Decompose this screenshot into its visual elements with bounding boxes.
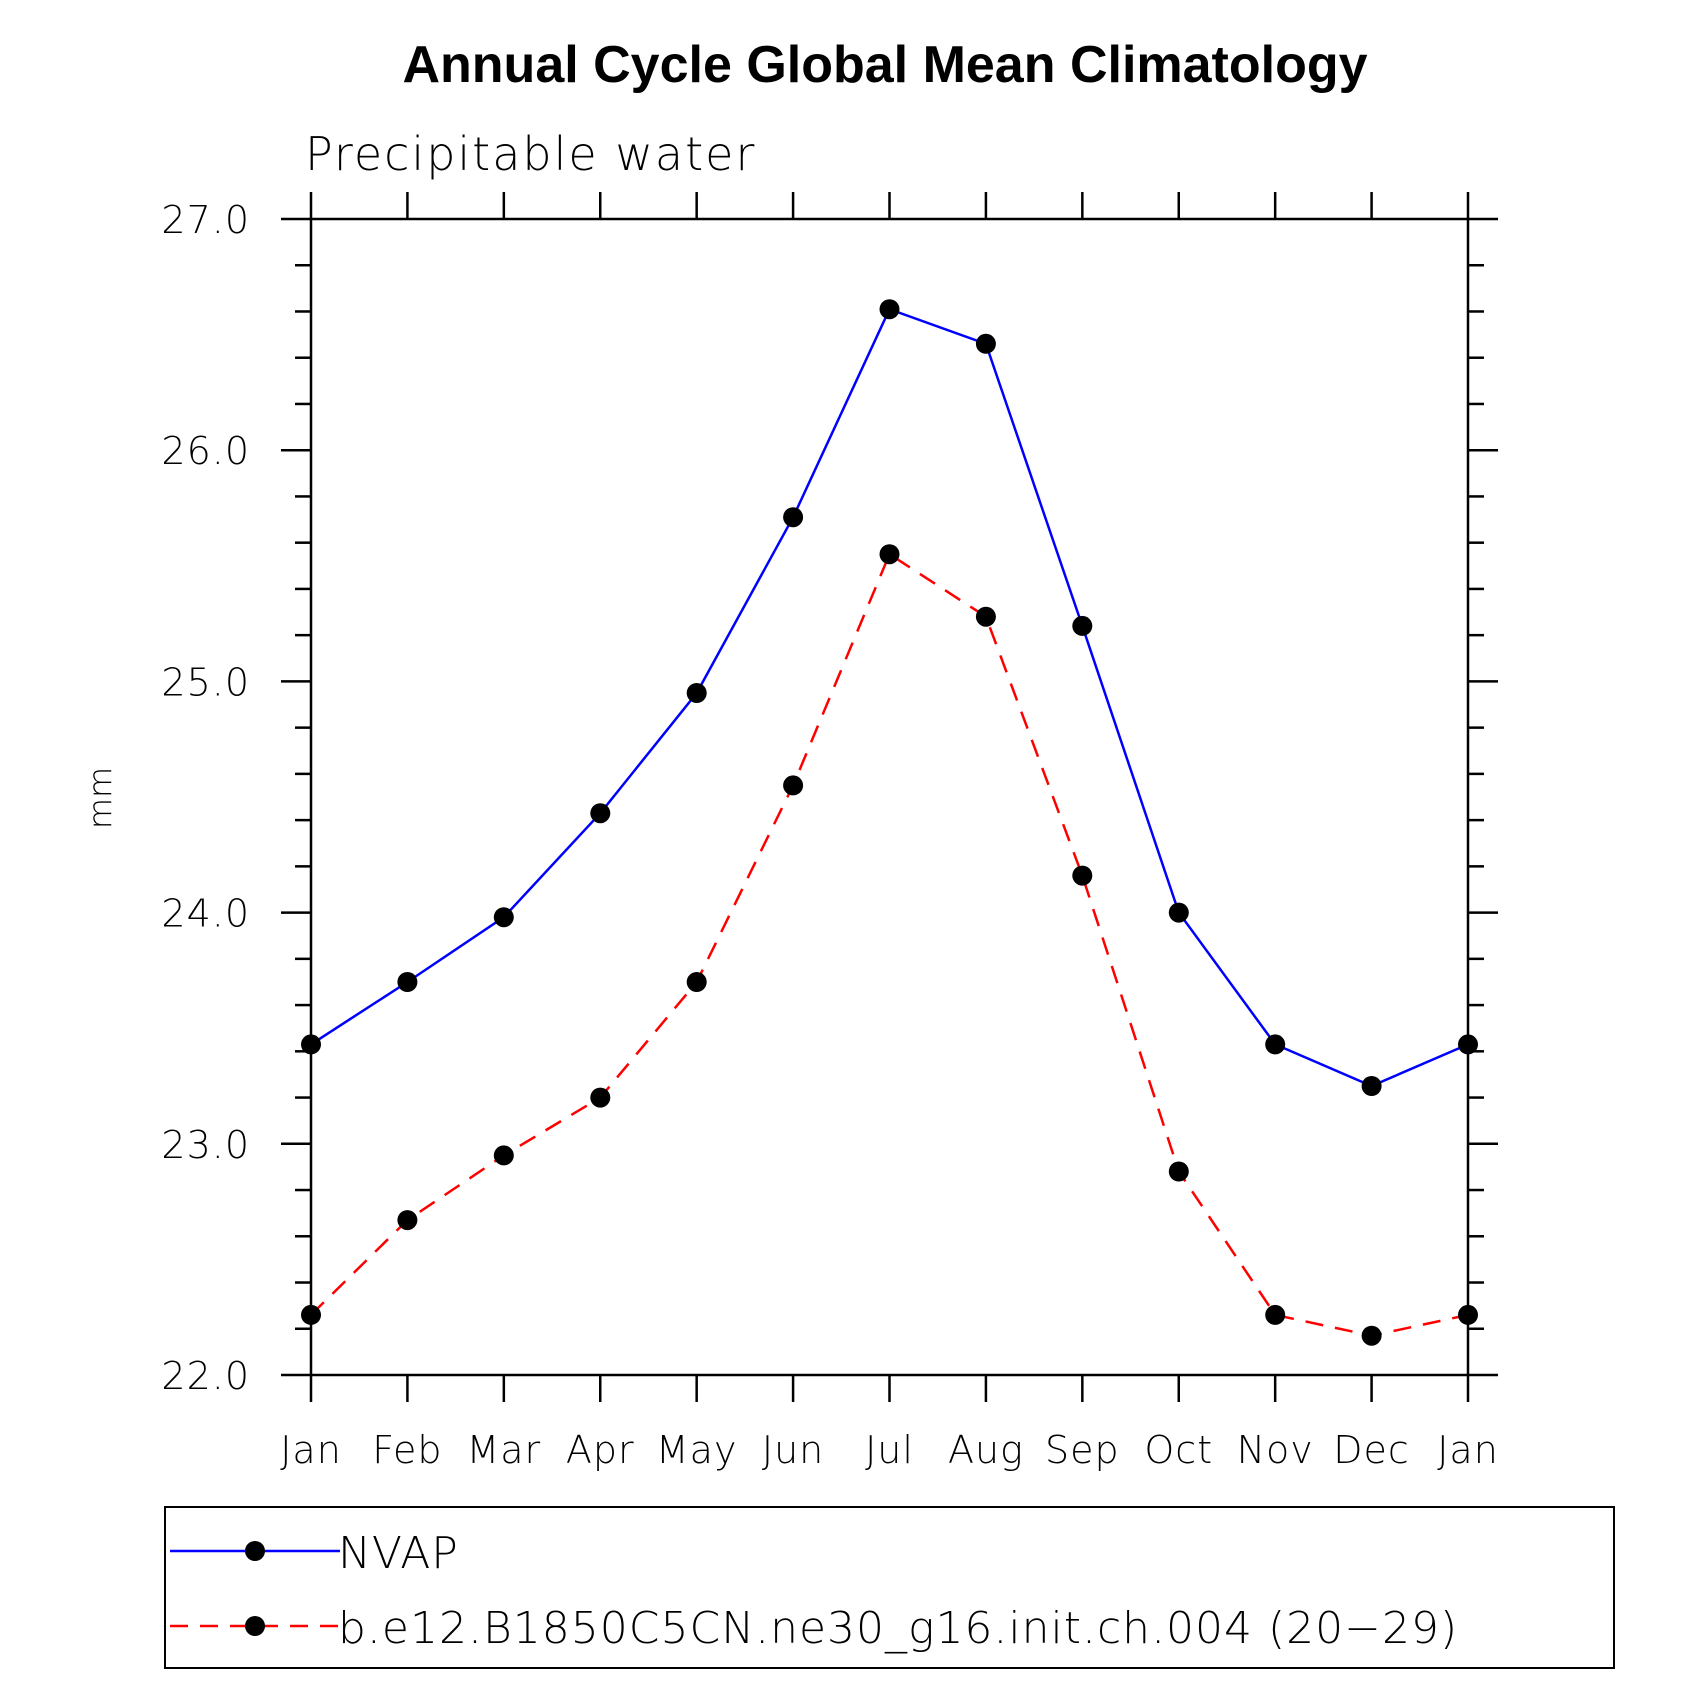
data-point — [590, 803, 611, 824]
x-tick-label: Aug — [948, 1428, 1024, 1472]
x-tick-label: Nov — [1237, 1428, 1314, 1472]
y-tick-labels: 22.0 23.0 24.0 25.0 26.0 27.0 — [161, 198, 250, 1398]
data-point — [975, 333, 996, 354]
y-tick-label: 24.0 — [161, 892, 250, 936]
data-point — [975, 606, 996, 627]
x-tick-label: Jun — [762, 1428, 824, 1472]
y-tick-label: 22.0 — [161, 1354, 250, 1398]
plot-frame — [309, 217, 1470, 1377]
data-point — [1458, 1304, 1478, 1325]
x-tick-label: Dec — [1333, 1428, 1410, 1472]
legend-label-nvap: NVAP — [338, 1528, 459, 1579]
data-point — [397, 1210, 418, 1231]
x-tick-label: Jul — [865, 1428, 914, 1472]
y-axis-label: mm — [81, 767, 119, 829]
data-point — [783, 775, 804, 796]
data-point — [590, 1087, 611, 1108]
data-point — [493, 907, 514, 928]
y-tick-label: 23.0 — [161, 1123, 250, 1167]
x-tick-label: Feb — [372, 1428, 442, 1472]
data-point — [1168, 902, 1189, 923]
x-tick-label: Jan — [280, 1428, 342, 1472]
x-tick-label: Oct — [1144, 1428, 1213, 1472]
legend-label-model: b.e12.B1850C5CN.ne30_g16.init.ch.004 (20… — [338, 1603, 1458, 1654]
series-line-1 — [310, 552, 1469, 1337]
y-tick-label: 27.0 — [161, 198, 250, 242]
data-point — [686, 972, 707, 992]
chart-subtitle: Precipitable water — [305, 127, 756, 181]
data-point — [879, 299, 900, 320]
x-tick-label: Sep — [1045, 1428, 1120, 1472]
x-tick-label: Apr — [566, 1428, 635, 1472]
data-point — [1072, 615, 1093, 636]
data-point — [1361, 1076, 1382, 1096]
data-point — [397, 972, 418, 992]
data-point — [1072, 865, 1093, 886]
x-tick-label: May — [656, 1428, 738, 1472]
data-point — [1168, 1161, 1189, 1182]
y-tick-label: 26.0 — [161, 429, 250, 473]
x-tick-label: Jan — [1437, 1428, 1499, 1472]
data-point — [1265, 1304, 1286, 1325]
data-point — [301, 1304, 321, 1325]
x-tick-label: Mar — [466, 1428, 541, 1472]
legend: NVAP b.e12.B1850C5CN.ne30_g16.init.ch.00… — [164, 1506, 1615, 1669]
series-layer — [301, 299, 1478, 1346]
data-point — [686, 683, 707, 703]
axis-ticks — [281, 192, 1498, 1402]
legend-box — [164, 1506, 1615, 1669]
legend-marker-model — [245, 1616, 265, 1636]
data-point — [783, 507, 804, 528]
data-point — [493, 1145, 514, 1166]
data-point — [301, 1034, 321, 1055]
data-point — [879, 544, 900, 565]
data-point — [1458, 1034, 1478, 1055]
data-point — [1361, 1325, 1382, 1346]
x-tick-labels: Jan Feb Mar Apr May Jun Jul Aug Sep Oct Nov Dec Jan — [280, 1428, 1499, 1472]
legend-marker-nvap — [245, 1541, 265, 1561]
y-tick-label: 25.0 — [161, 660, 250, 704]
series-line-0 — [310, 307, 1469, 1088]
chart-title: Annual Cycle Global Mean Climatology — [402, 36, 1367, 94]
data-point — [1265, 1034, 1286, 1055]
